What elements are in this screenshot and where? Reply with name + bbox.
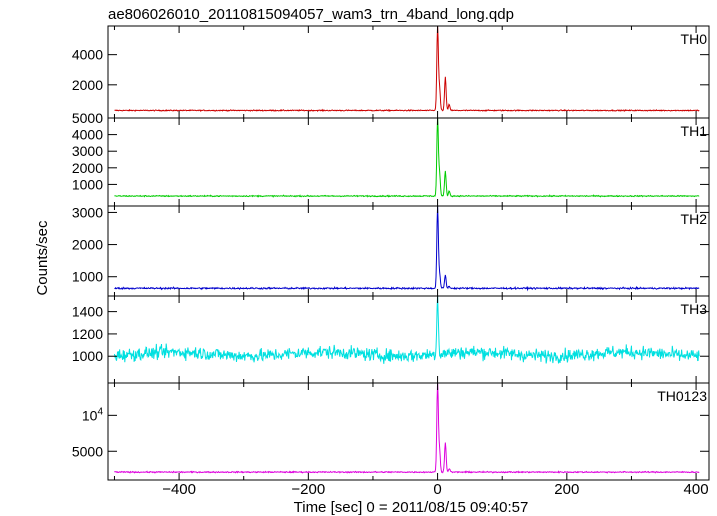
panel-frame (107, 382, 710, 481)
x-tick-label: 200 (554, 481, 579, 498)
y-tick-label: 1000 (72, 269, 103, 285)
y-tick-label: 104 (82, 406, 104, 423)
series-line-th0123 (114, 383, 700, 474)
x-axis: −400 −200 0 200 400 (162, 481, 708, 498)
chart-title: ae806026010_20110815094057_wam3_trn_4ban… (108, 6, 514, 23)
y-tick-label: 2000 (72, 160, 103, 176)
y-tick-label: 2000 (72, 77, 103, 93)
y-tick-label: 1200 (72, 326, 103, 342)
panel-label-th0123: TH0123 (657, 388, 707, 404)
panel-label-th0: TH0 (681, 31, 708, 47)
panel-th0: 2000 4000 TH0 (72, 25, 710, 119)
y-tick-label: 4000 (72, 127, 103, 143)
y-tick-label: 5000 (72, 443, 103, 459)
y-tick-label: 3000 (72, 143, 103, 159)
panel-frame (107, 295, 710, 384)
y-tick-label: 3000 (72, 204, 103, 220)
y-tick-label: 1400 (72, 304, 103, 320)
panel-label-th3: TH3 (681, 301, 708, 317)
series-line-th3 (113, 296, 700, 364)
x-axis-label: Time [sec] 0 = 2011/08/15 09:40:57 (294, 499, 529, 516)
y-axis-label: Counts/sec (34, 220, 51, 296)
x-tick-label: −400 (162, 481, 196, 498)
panel-th3: 1000 1200 1400 TH3 (72, 295, 710, 384)
x-tick-label: 0 (433, 481, 441, 498)
panel-label-th2: TH2 (681, 211, 708, 227)
y-tick-label: 2000 (72, 237, 103, 253)
series-line-th2 (114, 206, 700, 292)
y-tick-label: 4000 (72, 47, 103, 63)
panel-frame (107, 205, 710, 297)
series-line-th0 (114, 26, 700, 113)
panel-label-th1: TH1 (681, 123, 708, 139)
panel-frame (107, 25, 710, 119)
x-tick-label: −200 (291, 481, 325, 498)
y-tick-label: 1000 (72, 176, 103, 192)
series-line-th1 (114, 118, 700, 198)
x-tick-label: 400 (684, 481, 709, 498)
panel-th2: 1000 2000 3000 TH2 (72, 204, 710, 297)
panel-frame (107, 117, 710, 207)
panels-group: 20004000TH010002000300040005000TH1100020… (72, 25, 710, 481)
y-tick-label: 5000 (72, 110, 103, 126)
y-tick-label: 1000 (72, 348, 103, 364)
panel-th0123: 5000 104 TH0123 (72, 382, 710, 481)
